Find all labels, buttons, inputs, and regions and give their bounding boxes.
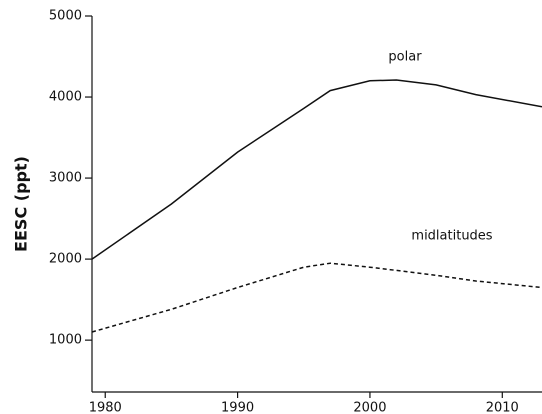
series-line bbox=[91, 79, 542, 260]
series-line bbox=[91, 262, 542, 333]
x-tick-label: 2000 bbox=[353, 401, 386, 414]
x-tick-label: 2010 bbox=[486, 401, 519, 414]
y-tick-label: 2000 bbox=[49, 252, 82, 267]
series-label: polar bbox=[388, 50, 422, 65]
series-label: midlatitudes bbox=[411, 229, 492, 244]
y-axis-label: EESC (ppt) bbox=[12, 156, 31, 252]
y-tick-label: 3000 bbox=[49, 171, 82, 186]
y-tick-label: 5000 bbox=[49, 9, 82, 24]
y-tick-label: 4000 bbox=[49, 90, 82, 105]
x-tick-label: 1980 bbox=[89, 401, 122, 414]
y-tick-label: 1000 bbox=[49, 333, 82, 348]
x-tick-label: 1990 bbox=[221, 401, 254, 414]
